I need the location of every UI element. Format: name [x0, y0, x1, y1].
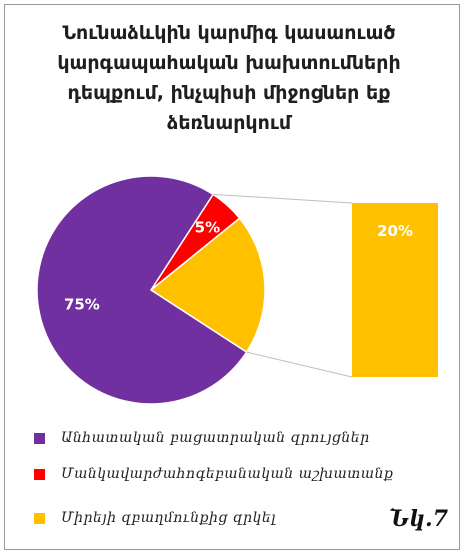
- secondary-bar: [352, 203, 438, 377]
- legend-label-2: Միրեյի զբաղմունքից զրկել: [61, 510, 276, 526]
- data-label-yellow: 20%: [377, 222, 413, 240]
- data-label-purple: 75%: [64, 296, 100, 314]
- legend-swatch-2: [34, 512, 45, 524]
- figure-label: Նկ.7: [389, 506, 448, 532]
- pie-slice-yellow: [149, 217, 266, 354]
- legend-item-1: Մանկավարժահոգեբանական աշխատանք: [34, 464, 393, 484]
- legend-item-0: Անհատական բացատրական զրույցներ: [34, 428, 370, 448]
- chart-title: Նունաձևկին կարմիգ կասաուած կարգապահական …: [57, 22, 401, 134]
- data-label-red: 5%: [195, 218, 220, 236]
- legend-swatch-0: [34, 432, 45, 444]
- legend-item-2: Միրեյի զբաղմունքից զրկել: [34, 508, 276, 528]
- legend-label-0: Անհատական բացատրական զրույցներ: [61, 430, 370, 446]
- connector-line-top: [213, 193, 353, 204]
- connector-line-bottom: [246, 351, 353, 378]
- pie-slice-purple: [36, 175, 248, 405]
- legend-label-1: Մանկավարժահոգեբանական աշխատանք: [61, 466, 394, 482]
- legend-swatch-1: [34, 468, 45, 480]
